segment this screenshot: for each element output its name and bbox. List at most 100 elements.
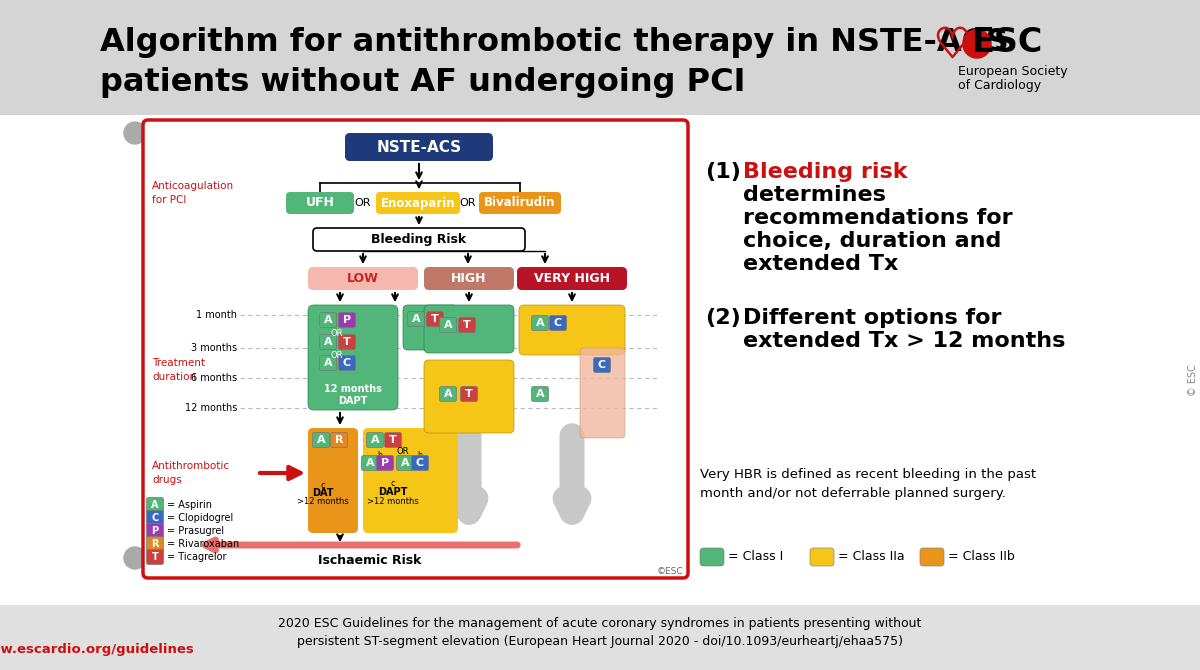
FancyBboxPatch shape	[346, 133, 493, 161]
Circle shape	[124, 122, 146, 144]
Text: T: T	[466, 389, 473, 399]
Text: 1 month: 1 month	[196, 310, 238, 320]
FancyBboxPatch shape	[308, 267, 418, 290]
Text: recommendations for: recommendations for	[743, 208, 1013, 228]
Text: A: A	[151, 500, 158, 510]
FancyBboxPatch shape	[308, 305, 398, 410]
Text: c: c	[320, 480, 325, 490]
FancyBboxPatch shape	[550, 316, 566, 330]
Text: 12 months
DAPT: 12 months DAPT	[324, 384, 382, 406]
Text: = Aspirin: = Aspirin	[167, 500, 212, 510]
Text: Enoxaparin: Enoxaparin	[380, 196, 455, 210]
FancyBboxPatch shape	[439, 387, 456, 401]
Text: R: R	[151, 539, 158, 549]
Text: A: A	[371, 435, 379, 445]
Text: NSTE-ACS: NSTE-ACS	[377, 139, 462, 155]
Text: 3 months: 3 months	[191, 343, 238, 353]
Text: Antithrombotic
drugs: Antithrombotic drugs	[152, 462, 230, 484]
Text: b: b	[378, 450, 383, 460]
Text: OR: OR	[331, 350, 343, 360]
Text: OR: OR	[331, 328, 343, 338]
Text: patients without AF undergoing PCI: patients without AF undergoing PCI	[100, 68, 745, 98]
FancyBboxPatch shape	[366, 433, 384, 448]
Text: A: A	[366, 458, 374, 468]
Text: A: A	[324, 358, 332, 368]
Text: Anticoagulation
for PCI: Anticoagulation for PCI	[152, 182, 234, 204]
FancyBboxPatch shape	[384, 433, 402, 448]
Text: LOW: LOW	[347, 273, 379, 285]
Text: (2): (2)	[706, 308, 740, 328]
FancyBboxPatch shape	[461, 387, 478, 401]
FancyBboxPatch shape	[424, 267, 514, 290]
Text: c: c	[391, 478, 395, 488]
FancyBboxPatch shape	[338, 356, 355, 371]
Text: European Society: European Society	[958, 66, 1068, 78]
Text: OR: OR	[355, 198, 371, 208]
Text: Bleeding risk: Bleeding risk	[743, 162, 907, 182]
Text: P: P	[151, 526, 158, 536]
FancyBboxPatch shape	[146, 523, 163, 539]
Text: Ischaemic Risk: Ischaemic Risk	[318, 553, 421, 567]
Text: C: C	[598, 360, 606, 370]
FancyBboxPatch shape	[532, 316, 548, 330]
Text: T: T	[343, 337, 350, 347]
FancyBboxPatch shape	[376, 192, 460, 214]
Text: C: C	[343, 358, 352, 368]
FancyBboxPatch shape	[377, 456, 394, 470]
Text: A: A	[324, 337, 332, 347]
Text: of Cardiology: of Cardiology	[958, 80, 1042, 92]
FancyBboxPatch shape	[146, 511, 163, 525]
Bar	[0, 0, 1200, 115]
Text: = Prasugrel: = Prasugrel	[167, 526, 224, 536]
Text: C: C	[554, 318, 562, 328]
Text: 12 months: 12 months	[185, 403, 238, 413]
Bar	[0, 605, 1200, 670]
FancyBboxPatch shape	[594, 358, 611, 373]
Text: C: C	[151, 513, 158, 523]
Text: A: A	[317, 435, 325, 445]
FancyBboxPatch shape	[286, 192, 354, 214]
Text: >12 months: >12 months	[298, 498, 349, 507]
Text: ESC: ESC	[972, 25, 1043, 58]
FancyBboxPatch shape	[330, 433, 348, 448]
FancyBboxPatch shape	[319, 334, 336, 350]
Text: Bleeding Risk: Bleeding Risk	[372, 234, 467, 247]
FancyBboxPatch shape	[700, 548, 724, 566]
Text: HIGH: HIGH	[451, 273, 487, 285]
FancyBboxPatch shape	[408, 312, 425, 326]
FancyBboxPatch shape	[920, 548, 944, 566]
Text: VERY HIGH: VERY HIGH	[534, 273, 610, 285]
FancyBboxPatch shape	[146, 498, 163, 513]
Text: = Class IIb: = Class IIb	[948, 551, 1015, 563]
Text: Bivalirudin: Bivalirudin	[485, 196, 556, 210]
Text: 6 months: 6 months	[191, 373, 238, 383]
Text: extended Tx > 12 months: extended Tx > 12 months	[743, 331, 1066, 351]
Text: determines: determines	[743, 185, 886, 205]
Text: = Clopidogrel: = Clopidogrel	[167, 513, 233, 523]
FancyBboxPatch shape	[532, 387, 548, 401]
FancyBboxPatch shape	[580, 348, 625, 438]
Text: OR: OR	[397, 446, 409, 456]
Text: A: A	[535, 318, 545, 328]
FancyBboxPatch shape	[424, 305, 514, 353]
FancyBboxPatch shape	[412, 456, 428, 470]
FancyBboxPatch shape	[424, 360, 514, 433]
Text: Algorithm for antithrombotic therapy in NSTE-ACS: Algorithm for antithrombotic therapy in …	[100, 27, 1009, 58]
Text: Treatment
duration: Treatment duration	[152, 358, 205, 382]
Text: = Rivaroxaban: = Rivaroxaban	[167, 539, 239, 549]
FancyBboxPatch shape	[361, 456, 378, 470]
Text: A: A	[401, 458, 409, 468]
FancyBboxPatch shape	[364, 428, 458, 533]
Text: UFH: UFH	[306, 196, 335, 210]
Bar	[0, 115, 1200, 605]
FancyBboxPatch shape	[146, 549, 163, 565]
Text: A: A	[324, 315, 332, 325]
FancyBboxPatch shape	[312, 433, 330, 448]
FancyBboxPatch shape	[479, 192, 562, 214]
FancyBboxPatch shape	[338, 312, 355, 328]
FancyBboxPatch shape	[426, 312, 444, 326]
FancyBboxPatch shape	[403, 305, 458, 350]
Text: www.escardio.org/guidelines: www.escardio.org/guidelines	[0, 643, 194, 657]
Text: Different options for: Different options for	[743, 308, 1002, 328]
Text: = Class I: = Class I	[728, 551, 784, 563]
